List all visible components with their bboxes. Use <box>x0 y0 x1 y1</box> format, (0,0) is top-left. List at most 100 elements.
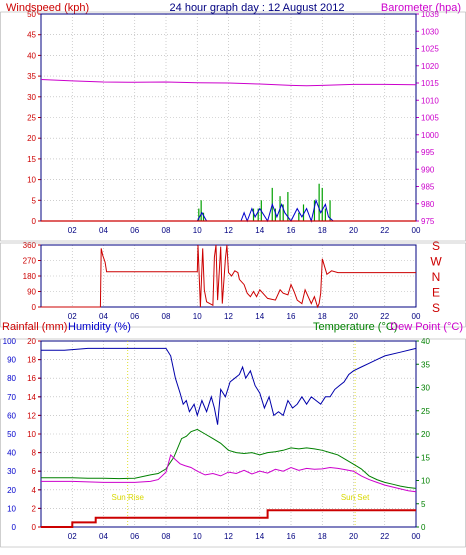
y-tick-label: 90 <box>27 288 36 297</box>
compass-label: S <box>432 301 440 315</box>
y-tick-label: 15 <box>27 155 36 164</box>
rainfall-line <box>41 509 416 528</box>
x-tick-label: 06 <box>130 532 139 541</box>
y2-tick-label: 1035 <box>421 10 439 19</box>
y-tick-label: 0 <box>32 303 37 312</box>
temperature-line <box>41 428 417 489</box>
rain-temp-panel: 02 04 06 08 10 12 14 16 18 20 22 000102030405060708… <box>0 337 466 548</box>
windspeed-axis-label: Windspeed (kph) <box>6 2 89 14</box>
y-tick-label: 100 <box>3 337 17 346</box>
y-tick-label: 30 <box>27 93 36 102</box>
y-tick-label: 30 <box>7 467 16 476</box>
y-tick-label: 90 <box>7 356 16 365</box>
dewpoint-line <box>41 453 417 493</box>
y-tick-label: 50 <box>7 430 16 439</box>
y-tick-label: 25 <box>27 114 36 123</box>
x-tick-label: 02 <box>68 226 77 235</box>
x-tick-label: 00 <box>412 226 421 235</box>
y-tick-label: 180 <box>23 272 37 281</box>
y-tick-label: 20 <box>7 486 16 495</box>
chart-title: 24 hour graph day : 12 August 2012 <box>170 2 345 14</box>
rain-temp-series <box>41 347 417 528</box>
sun-annotation: Sun Rise <box>111 493 144 502</box>
x-tick-label: 10 <box>193 312 202 321</box>
y2-tick-label: 30 <box>421 384 430 393</box>
x-tick-label: 06 <box>130 312 139 321</box>
y-tick-label: 18 <box>27 356 36 365</box>
y-tick-label: 6 <box>32 467 37 476</box>
x-tick-label: 18 <box>318 226 327 235</box>
x-tick-label: 08 <box>162 532 171 541</box>
y2-tick-label: 980 <box>421 200 435 209</box>
x-tick-label: 14 <box>255 532 264 541</box>
y-tick-label: 20 <box>27 134 36 143</box>
y-tick-label: 16 <box>27 374 36 383</box>
y-tick-label: 0 <box>32 217 37 226</box>
x-tick-label: 04 <box>99 532 108 541</box>
x-tick-label: 12 <box>224 532 233 541</box>
y2-tick-label: 35 <box>421 360 430 369</box>
y2-tick-label: 1010 <box>421 96 439 105</box>
x-tick-label: 20 <box>349 532 358 541</box>
y-tick-label: 270 <box>23 257 37 266</box>
y2-tick-label: 1020 <box>421 62 439 71</box>
y2-tick-label: 990 <box>421 165 435 174</box>
panel-border <box>0 338 466 548</box>
y-tick-label: 60 <box>7 411 16 420</box>
panel-border <box>0 11 466 242</box>
y-tick-label: 2 <box>32 504 37 513</box>
y2-tick-label: 995 <box>421 148 435 157</box>
x-tick-label: 12 <box>224 312 233 321</box>
wind-direction-panel: 02 04 06 08 10 12 14 16 18 20 22 00090180270360SENW… <box>0 239 466 328</box>
wind-avg-line <box>41 198 416 223</box>
y-tick-label: 0 <box>32 523 37 532</box>
y-tick-label: 10 <box>27 430 36 439</box>
x-tick-label: 02 <box>68 532 77 541</box>
x-tick-label: 18 <box>318 312 327 321</box>
y-tick-label: 8 <box>32 449 37 458</box>
barometer-axis-label: Barometer (hpa) <box>381 2 461 14</box>
y2-tick-label: 40 <box>421 337 430 346</box>
x-tick-label: 08 <box>162 226 171 235</box>
x-tick-label: 02 <box>68 312 77 321</box>
y2-tick-label: 975 <box>421 217 435 226</box>
y2-tick-label: 10 <box>421 477 430 486</box>
y2-tick-label: 1025 <box>421 45 439 54</box>
wind-baro-panel: 02 04 06 08 10 12 14 16 18 20 22 000510152025303540… <box>0 10 466 242</box>
x-tick-label: 14 <box>255 226 264 235</box>
wind-direction-line <box>41 244 416 309</box>
humidity-line <box>41 347 417 425</box>
y2-tick-label: 985 <box>421 183 435 192</box>
y-tick-label: 14 <box>27 393 36 402</box>
compass-label: W <box>430 255 442 269</box>
y2-tick-label: 20 <box>421 430 430 439</box>
x-tick-label: 18 <box>318 532 327 541</box>
sun-annotation: Sun Set <box>341 493 370 502</box>
y-tick-label: 10 <box>27 176 36 185</box>
x-tick-label: 22 <box>380 532 389 541</box>
x-tick-label: 12 <box>224 226 233 235</box>
y-tick-label: 0 <box>12 523 17 532</box>
x-tick-label: 08 <box>162 312 171 321</box>
rainfall-axis-label: Rainfall (mm) <box>2 321 67 333</box>
temperature-axis-label: Temperature (°C) <box>313 321 397 333</box>
x-tick-label: 00 <box>412 312 421 321</box>
plot-frame <box>40 244 417 308</box>
x-tick-label: 16 <box>287 532 296 541</box>
y2-tick-label: 1030 <box>421 27 439 36</box>
y2-tick-label: 25 <box>421 407 430 416</box>
y-tick-label: 40 <box>7 449 16 458</box>
y-tick-label: 10 <box>7 504 16 513</box>
x-tick-label: 14 <box>255 312 264 321</box>
y-tick-label: 70 <box>7 393 16 402</box>
y-tick-label: 12 <box>27 411 36 420</box>
compass-label: N <box>432 270 441 284</box>
y-tick-label: 20 <box>27 337 36 346</box>
y2-tick-label: 0 <box>421 523 426 532</box>
y-tick-label: 360 <box>23 241 37 250</box>
x-tick-label: 22 <box>380 312 389 321</box>
y-tick-label: 80 <box>7 374 16 383</box>
y2-tick-label: 1000 <box>421 131 439 140</box>
compass-label: S <box>432 239 440 253</box>
